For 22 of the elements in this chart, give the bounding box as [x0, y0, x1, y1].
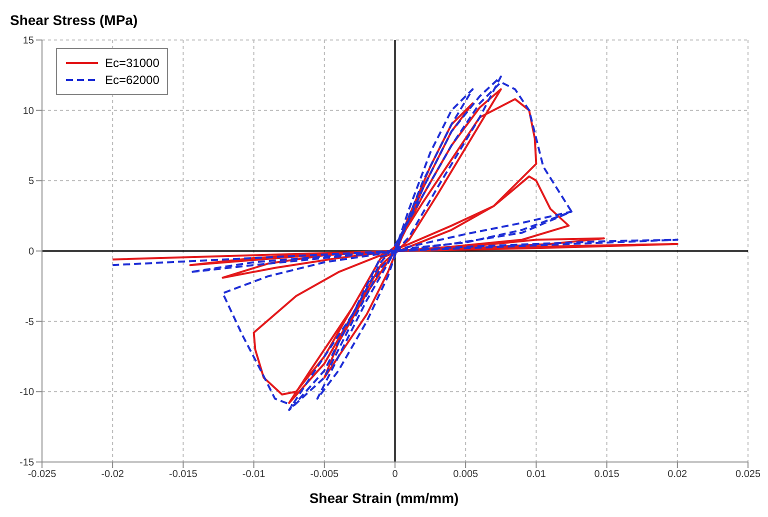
x-tick-label: 0.005 [453, 469, 479, 480]
y-tick-label: -5 [25, 316, 34, 328]
legend-label: Ec=62000 [105, 73, 160, 87]
x-tick-label: 0.025 [735, 469, 761, 480]
y-tick-label: -10 [20, 387, 34, 398]
y-tick-label: 15 [22, 36, 34, 47]
x-tick-label: -0.02 [101, 469, 124, 480]
x-axis-title: Shear Strain (mm/mm) [308, 490, 460, 506]
y-tick-label: -15 [20, 458, 34, 469]
x-tick-label: -0.025 [28, 469, 57, 480]
x-tick-label: -0.005 [310, 469, 340, 480]
y-tick-label: 5 [28, 176, 34, 188]
x-tick-label: 0.01 [526, 469, 546, 480]
y-axis-title: Shear Stress (MPa) [10, 12, 138, 28]
x-tick-label: 0.02 [668, 469, 688, 480]
x-tick-label: 0 [392, 469, 398, 480]
x-tick-label: -0.015 [169, 469, 198, 480]
x-tick-label: -0.01 [242, 469, 266, 480]
legend-label: Ec=31000 [105, 56, 160, 70]
y-tick-label: 10 [22, 106, 34, 117]
x-tick-label: 0.015 [594, 469, 620, 480]
y-tick-label: 0 [28, 246, 34, 258]
